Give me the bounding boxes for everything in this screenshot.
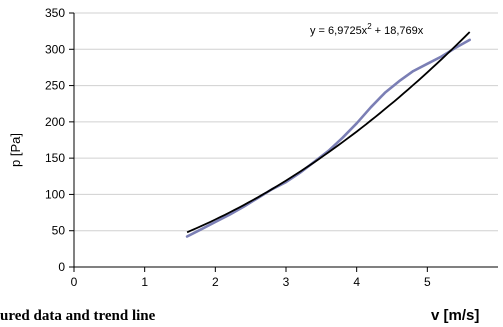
x-tick-label: 2 — [212, 275, 219, 289]
y-tick-labels: 0 50 100 150 200 250 300 350 — [45, 6, 74, 274]
x-tick-label: 3 — [283, 275, 290, 289]
y-tick-label: 100 — [45, 187, 65, 201]
trendline-equation: y = 6,9725x2 + 18,769x — [310, 22, 424, 37]
equation-exponent: 2 — [367, 22, 372, 31]
x-tick-label: 5 — [424, 275, 431, 289]
series-line — [185, 38, 471, 238]
y-tick-label: 150 — [45, 151, 65, 165]
y-axis-label: p [Pa] — [8, 133, 23, 167]
trendline-layer — [186, 31, 471, 234]
equation-tail: + 18,769x — [375, 25, 424, 37]
figure-caption: ured data and trend line — [0, 308, 156, 324]
y-tick-label: 350 — [45, 6, 65, 20]
equation-main: y = 6,9725x — [310, 25, 368, 37]
x-tick-labels: 0 1 2 3 4 5 — [71, 267, 431, 289]
axes — [73, 13, 498, 268]
y-tick-label: 200 — [45, 115, 65, 129]
series-layer — [185, 38, 471, 238]
trendline — [186, 31, 471, 234]
x-axis-label: v [m/s] — [431, 307, 479, 324]
x-tick-label: 1 — [141, 275, 148, 289]
y-tick-label: 0 — [58, 260, 65, 274]
x-tick-label: 4 — [353, 275, 360, 289]
y-tick-label: 250 — [45, 79, 65, 93]
x-tick-label: 0 — [71, 275, 78, 289]
grid — [74, 12, 498, 232]
y-tick-label: 300 — [45, 42, 65, 56]
y-tick-label: 50 — [52, 224, 66, 238]
